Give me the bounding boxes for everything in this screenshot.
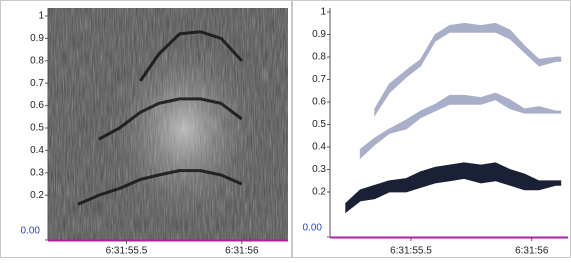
x-tick-label: 6:31:55.5 xyxy=(390,246,432,257)
y-tick-label: 0.00 xyxy=(21,226,41,237)
right-panel xyxy=(293,1,571,258)
y-tick-label: 0.4 xyxy=(30,145,44,156)
y-tick-label: 0.6 xyxy=(312,97,326,108)
y-tick-label: 0.3 xyxy=(312,164,326,175)
y-tick-label: 0.8 xyxy=(312,52,326,63)
y-tick-label: 0.9 xyxy=(312,29,326,40)
y-tick-label: 0.4 xyxy=(312,142,326,153)
y-tick-label: 0.8 xyxy=(30,55,44,66)
x-tick-label: 6:31:56 xyxy=(225,246,259,257)
y-tick-label: 0.5 xyxy=(30,123,44,134)
y-tick-label: 0.3 xyxy=(30,167,44,178)
spectrogram-image xyxy=(48,8,288,240)
y-tick-label: 0.6 xyxy=(30,100,44,111)
x-tick-label: 6:31:55.5 xyxy=(106,246,148,257)
y-tick-label: 0.2 xyxy=(312,187,326,198)
chart-pair: 0.00 0.2 0.3 0.4 0.5 0.6 0.7 0.8 0.9 1 6:31:55.5 6:… xyxy=(0,0,571,258)
y-tick-label: 1 xyxy=(38,11,44,22)
y-tick-label: 0.7 xyxy=(30,78,44,89)
y-tick-label: 0.5 xyxy=(312,119,326,130)
y-tick-label: 1 xyxy=(320,7,326,18)
y-tick-label: 0.00 xyxy=(303,223,323,234)
y-tick-label: 0.2 xyxy=(30,190,44,201)
x-tick-label: 6:31:56 xyxy=(515,246,549,257)
y-tick-label: 0.9 xyxy=(30,33,44,44)
y-tick-label: 0.7 xyxy=(312,74,326,85)
